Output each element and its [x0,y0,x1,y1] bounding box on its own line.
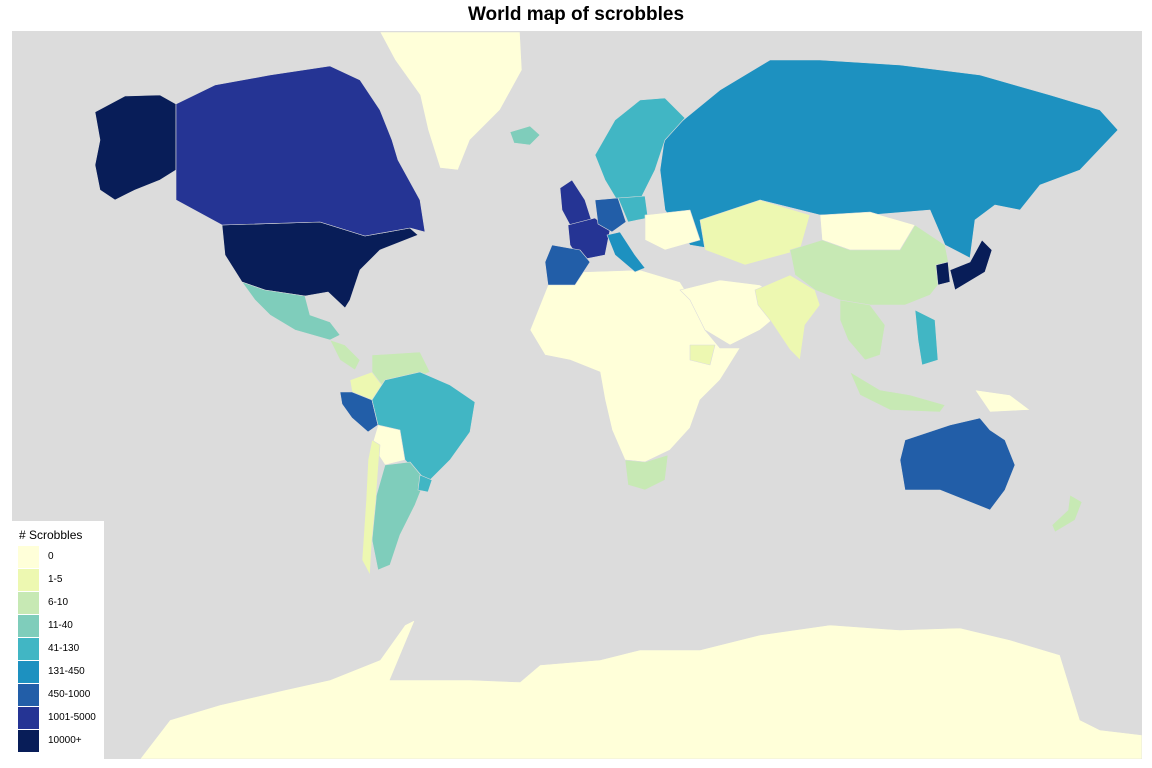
legend-swatch [18,730,39,752]
map-title: World map of scrobbles [467,4,685,25]
legend-label: 41-130 [48,643,80,654]
region-philippines [914,309,939,366]
world-map [94,31,1142,759]
legend-swatch [18,684,39,706]
region-uruguay [417,474,433,493]
region-central-america [329,339,361,371]
legend-label: 131-450 [48,666,85,677]
region-chile [361,439,381,576]
legend-swatch [18,546,39,568]
legend-swatch [18,638,39,660]
legend-swatch [18,569,39,591]
region-alaska [94,94,177,201]
region-scandinavia [594,97,686,206]
region-india [754,274,821,361]
legend-swatch [18,707,39,729]
region-united-kingdom [559,179,593,226]
legend-label: 11-40 [48,620,73,631]
region-iceland [509,125,541,146]
legend-swatch [18,592,39,614]
legend-title: # Scrobbles [19,528,83,542]
region-south-korea [935,261,951,286]
legend-label: 1001-5000 [48,712,96,723]
legend-swatch [18,615,39,637]
region-japan [949,239,993,291]
region-south-africa [624,454,669,491]
region-indonesia [849,371,946,413]
legend-label: 0 [48,551,54,562]
legend: # Scrobbles 0 1-5 6-10 11-40 41-130 131-450 45… [12,521,104,759]
region-italy [606,231,646,273]
region-new-zealand [1051,494,1083,533]
legend-label: 1-5 [48,574,63,585]
legend-label: 10000+ [48,735,82,746]
legend-label: 450-1000 [48,689,91,700]
region-peru [339,391,379,433]
region-australia [899,417,1016,511]
region-greenland [379,31,523,171]
region-africa [529,269,741,463]
map-panel [12,31,1142,759]
region-mexico [241,281,341,341]
region-canada [175,65,426,237]
region-spain [544,244,591,286]
region-argentina [371,461,426,571]
region-germany [594,197,627,233]
region-ethiopia [689,344,716,366]
region-antarctica [139,619,1142,759]
regions-layer [94,31,1142,759]
region-papua-new-guinea [974,389,1031,413]
legend-label: 6-10 [48,597,69,608]
legend-swatch [18,661,39,683]
region-southeast-asia [839,299,886,361]
region-ukraine [644,209,701,251]
